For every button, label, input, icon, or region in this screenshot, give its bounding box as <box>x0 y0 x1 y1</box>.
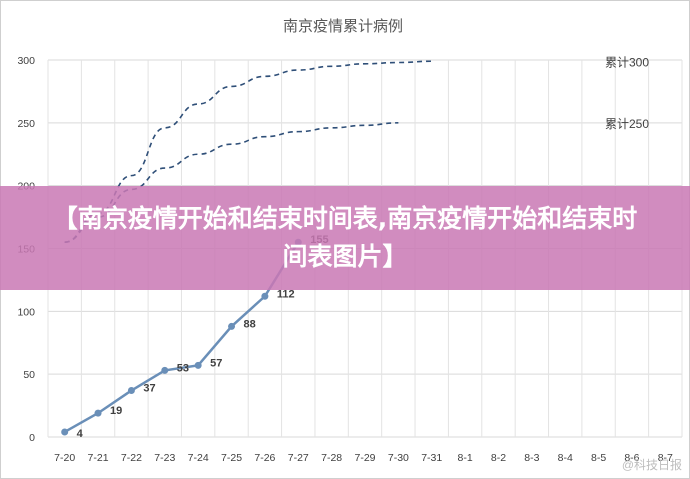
x-tick-label: 8-1 <box>458 452 473 464</box>
actual-line <box>64 241 300 434</box>
y-tick-label: 100 <box>17 306 35 318</box>
x-tick-label: 8-7 <box>658 452 673 464</box>
data-label: 88 <box>244 318 256 330</box>
data-point <box>61 428 69 436</box>
x-tick-label: 8-3 <box>524 452 539 464</box>
y-tick-label: 50 <box>23 369 35 381</box>
data-label: 53 <box>177 362 189 374</box>
x-tick-label: 7-29 <box>354 452 375 464</box>
data-point <box>194 361 202 369</box>
watermark: @科技日报 <box>621 458 682 472</box>
x-tick-label: 7-24 <box>188 452 209 464</box>
data-label: 112 <box>277 288 295 300</box>
x-tick-label: 7-30 <box>388 452 409 464</box>
data-label: 4 <box>77 428 84 440</box>
y-tick-label: 250 <box>17 118 35 130</box>
projection-label: 累计300 <box>605 55 649 69</box>
chart-title: 南京疫情累计病例 <box>283 18 403 35</box>
data-point <box>228 322 236 330</box>
banner-text: 【南京疫情开始和结束时间表,南京疫情开始和结束时间表图片】 <box>52 204 638 271</box>
x-tick-label: 7-27 <box>288 452 309 464</box>
x-tick-label: 8-6 <box>624 452 639 464</box>
x-tick-label: 7-31 <box>421 452 442 464</box>
data-point <box>127 387 135 395</box>
data-point <box>261 292 269 300</box>
data-label: 19 <box>110 405 122 417</box>
x-tick-label: 7-22 <box>121 452 142 464</box>
data-point <box>161 366 169 374</box>
x-tick-label: 8-4 <box>558 452 573 464</box>
x-tick-label: 7-26 <box>254 452 275 464</box>
axes: 0501001502002503007-207-217-227-237-247-… <box>17 55 673 464</box>
projection-label: 累计250 <box>605 117 649 131</box>
x-tick-label: 7-20 <box>54 452 75 464</box>
title-banner: 【南京疫情开始和结束时间表,南京疫情开始和结束时间表图片】 <box>0 186 690 290</box>
y-tick-label: 300 <box>17 55 35 67</box>
data-label: 57 <box>210 357 222 369</box>
x-tick-label: 7-25 <box>221 452 242 464</box>
x-tick-label: 7-28 <box>321 452 342 464</box>
data-point <box>94 409 102 417</box>
projection-line <box>64 60 432 244</box>
data-label: 37 <box>143 383 155 395</box>
x-tick-label: 7-23 <box>154 452 175 464</box>
x-tick-label: 8-5 <box>591 452 606 464</box>
x-tick-label: 7-21 <box>88 452 109 464</box>
y-tick-label: 0 <box>29 432 35 444</box>
x-tick-label: 8-2 <box>491 452 506 464</box>
